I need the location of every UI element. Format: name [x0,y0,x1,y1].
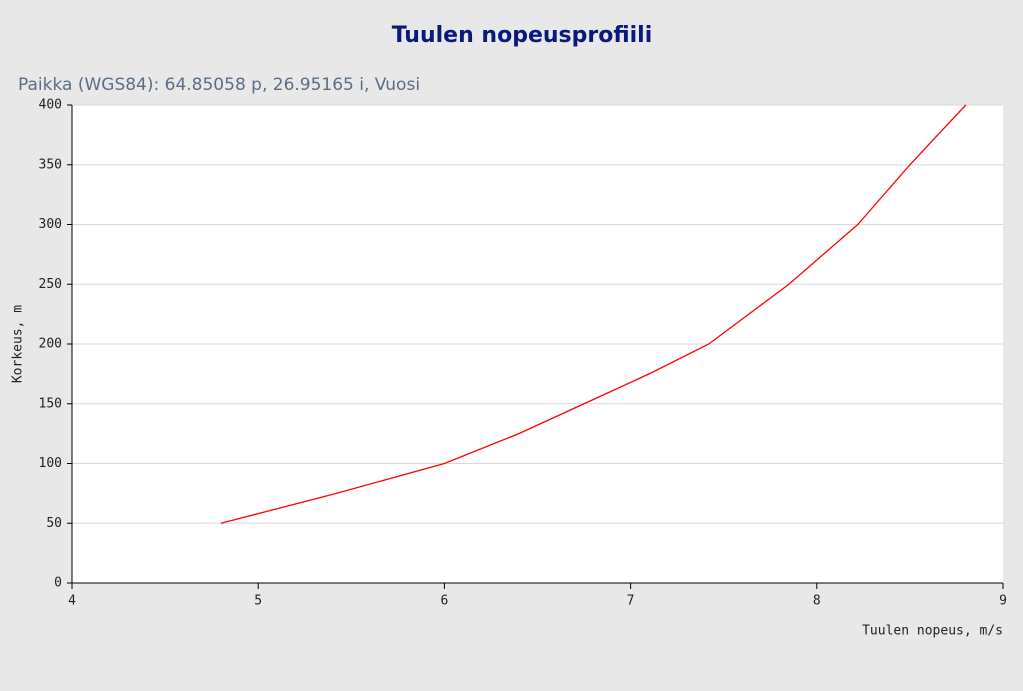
y-tick-label: 100 [39,456,62,471]
x-tick-label: 9 [999,594,1007,609]
subtitle: Paikka (WGS84): 64.85058 p, 26.95165 i, … [18,75,420,95]
x-tick-label: 6 [440,594,448,609]
x-tick-label: 4 [68,594,76,609]
y-axis-label: Korkeus, m [11,305,26,383]
y-tick-label: 350 [39,157,62,172]
y-tick-label: 50 [46,516,62,531]
y-tick-label: 400 [39,98,62,113]
y-tick-label: 150 [39,396,62,411]
x-tick-label: 7 [627,594,635,609]
data-line [220,104,967,524]
y-tick-label: 250 [39,277,62,292]
chart-title: Tuulen nopeusprofiili [392,23,653,48]
y-tick-label: 300 [39,217,62,232]
y-tick-label: 0 [54,576,62,591]
x-axis-label: Tuulen nopeus, m/s [862,624,1003,639]
y-tick-label: 200 [39,337,62,352]
x-tick-label: 5 [254,594,262,609]
x-tick-label: 8 [813,594,821,609]
